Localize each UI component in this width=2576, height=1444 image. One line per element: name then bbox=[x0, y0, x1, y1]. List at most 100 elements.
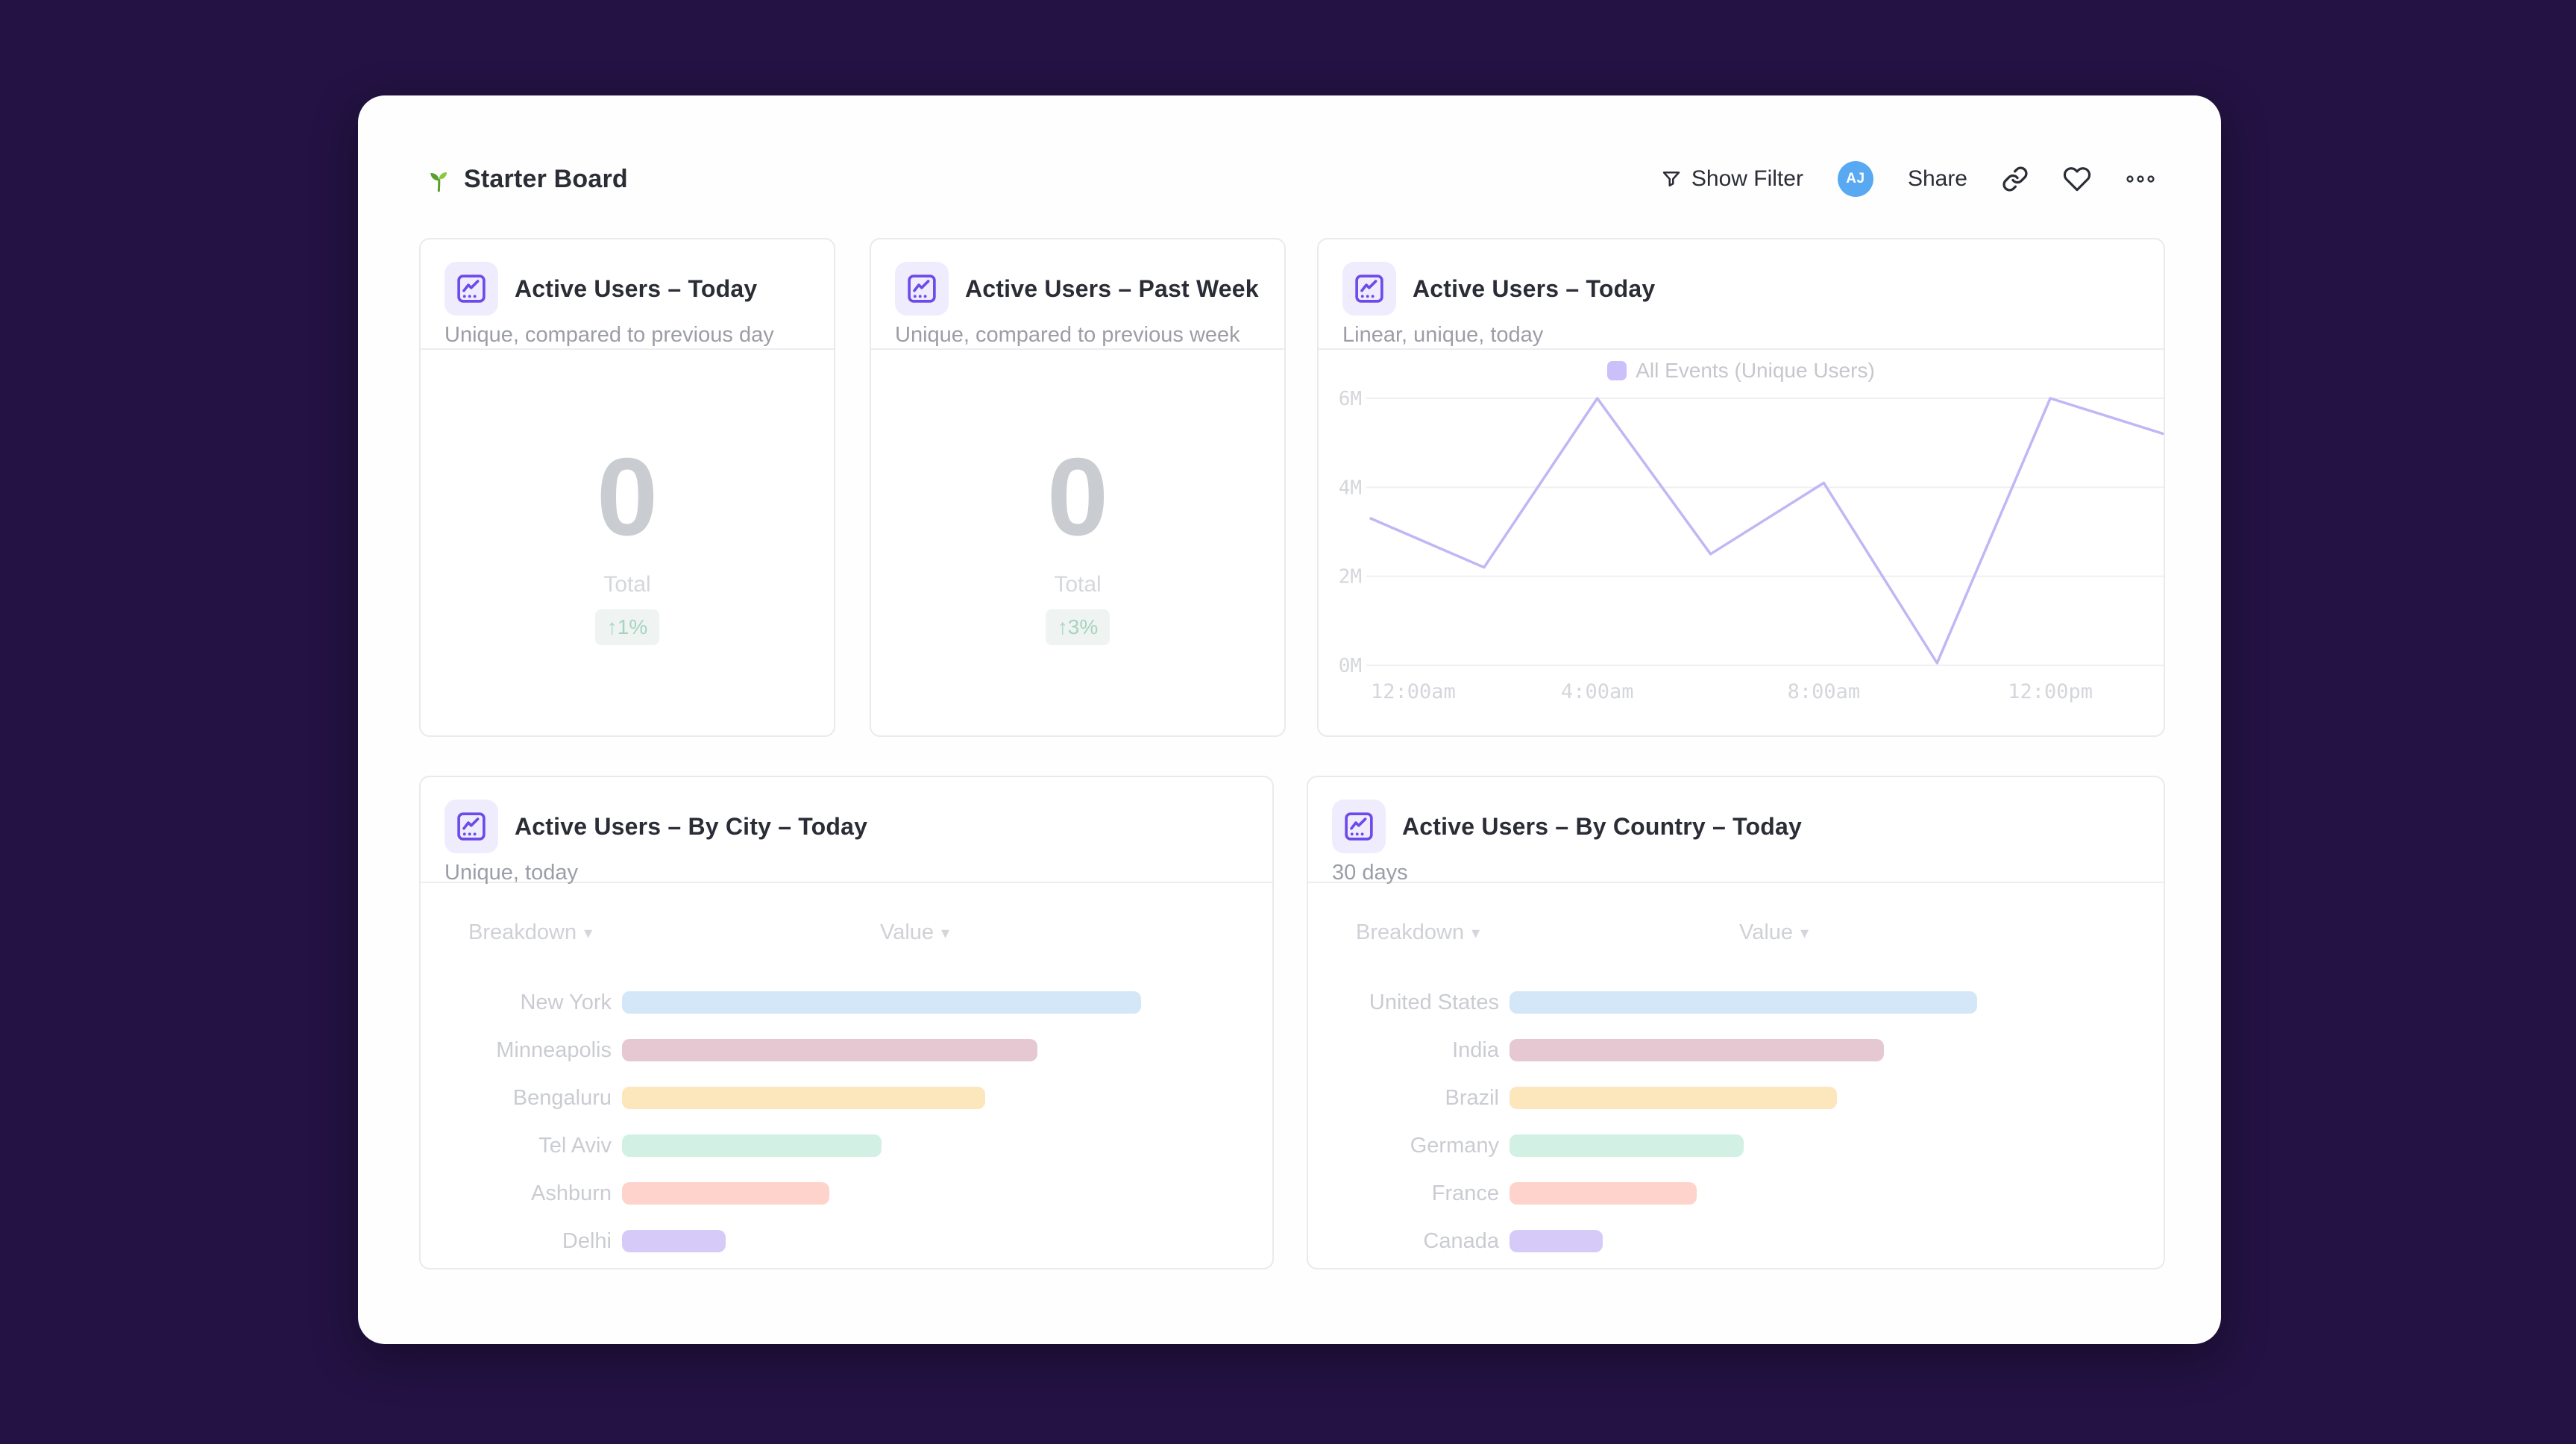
row-label: Germany bbox=[1410, 1133, 1499, 1158]
active-users-line-chart[interactable]: 0M 2M 4M 6M 12:00am 4:00am 8:00am 12:00pm bbox=[1319, 350, 2164, 734]
heart-icon bbox=[2063, 167, 2091, 192]
value-bar[interactable] bbox=[622, 991, 1141, 1014]
breakdown-column-label: Breakdown bbox=[1356, 920, 1465, 944]
value-bar[interactable] bbox=[622, 1039, 1037, 1061]
show-filter-button[interactable]: Show Filter bbox=[1660, 166, 1803, 192]
card-active-users-today-chart[interactable]: Active Users – Today Linear, unique, tod… bbox=[1317, 238, 2165, 737]
card-subtitle: Unique, today bbox=[444, 861, 578, 885]
value-bar[interactable] bbox=[1510, 1230, 1603, 1252]
svg-text:4:00am: 4:00am bbox=[1561, 680, 1634, 703]
value-bar[interactable] bbox=[1510, 991, 1977, 1014]
board-header: Starter Board Show Filter AJ Share bbox=[424, 152, 2155, 206]
filter-icon bbox=[1662, 172, 1680, 186]
share-label: Share bbox=[1907, 166, 1967, 191]
sprout-icon bbox=[424, 164, 453, 194]
value-column-label: Value bbox=[1739, 920, 1794, 944]
line-chart-icon bbox=[895, 262, 949, 316]
line-chart-icon bbox=[1332, 800, 1386, 853]
chart-legend: All Events (Unique Users) bbox=[1319, 359, 2164, 383]
breakdown-column-header[interactable]: Breakdown ▾ bbox=[468, 920, 592, 945]
more-options-button[interactable] bbox=[2126, 170, 2155, 188]
board-title: Starter Board bbox=[464, 164, 628, 193]
card-header: Active Users – By City – Today Unique, t… bbox=[421, 777, 1272, 885]
share-button[interactable]: Share bbox=[1908, 166, 1967, 192]
show-filter-label: Show Filter bbox=[1691, 166, 1803, 191]
row-label: Bengaluru bbox=[512, 1085, 612, 1110]
line-chart-icon bbox=[444, 800, 498, 853]
favorite-button[interactable] bbox=[2063, 165, 2091, 193]
table-row[interactable]: Minneapolis bbox=[421, 1026, 1272, 1074]
svg-text:12:00am: 12:00am bbox=[1371, 680, 1456, 703]
delta-badge: ↑3% bbox=[1045, 609, 1110, 645]
table-row[interactable]: Ashburn bbox=[421, 1170, 1272, 1217]
card-subtitle: 30 days bbox=[1332, 861, 1408, 885]
link-icon bbox=[2002, 166, 2028, 192]
card-subtitle: Linear, unique, today bbox=[1342, 323, 1544, 347]
line-chart-area: All Events (Unique Users) 0M 2M 4M 6M 12:00a… bbox=[1319, 350, 2164, 737]
table-row[interactable]: Germany bbox=[1308, 1122, 2164, 1170]
table-row[interactable]: Brazil bbox=[1308, 1074, 2164, 1122]
card-subtitle: Unique, compared to previous week bbox=[895, 323, 1240, 347]
legend-swatch bbox=[1607, 361, 1627, 380]
card-header: Active Users – Today Unique, compared to… bbox=[421, 239, 834, 350]
card-active-users-past-week[interactable]: Active Users – Past Week Unique, compare… bbox=[870, 238, 1286, 737]
row-label: Canada bbox=[1423, 1228, 1499, 1253]
value-bar[interactable] bbox=[622, 1134, 882, 1157]
table-row[interactable]: India bbox=[1308, 1026, 2164, 1074]
board-title-group: Starter Board bbox=[424, 164, 628, 194]
card-title: Active Users – By City – Today bbox=[515, 812, 868, 840]
row-label: India bbox=[1452, 1038, 1499, 1062]
chevron-down-icon: ▾ bbox=[1800, 923, 1809, 942]
card-header: Active Users – Past Week Unique, compare… bbox=[871, 239, 1284, 350]
table-row[interactable]: Canada bbox=[1308, 1217, 2164, 1265]
row-label: New York bbox=[520, 990, 612, 1014]
card-title: Active Users – Past Week bbox=[965, 274, 1259, 302]
value-bar[interactable] bbox=[1510, 1087, 1837, 1109]
svg-text:2M: 2M bbox=[1339, 566, 1362, 588]
chevron-down-icon: ▾ bbox=[941, 923, 950, 942]
value-bar[interactable] bbox=[1510, 1134, 1744, 1157]
table-row[interactable]: Tel Aviv bbox=[421, 1122, 1272, 1170]
metric-content: 0 Total ↑1% bbox=[421, 350, 834, 737]
card-header: Active Users – By Country – Today 30 day… bbox=[1308, 777, 2164, 885]
breakdown-table: Breakdown ▾ Value ▾ New York Minneapolis… bbox=[421, 883, 1272, 1268]
breakdown-table: Breakdown ▾ Value ▾ United States India … bbox=[1308, 883, 2164, 1268]
value-bar[interactable] bbox=[1510, 1039, 1884, 1061]
delta-badge: ↑1% bbox=[594, 609, 660, 645]
dashboard-panel: Starter Board Show Filter AJ Share bbox=[358, 95, 2221, 1344]
row-label: United States bbox=[1369, 990, 1499, 1014]
board-controls: Show Filter AJ Share bbox=[1660, 161, 2155, 197]
metric-content: 0 Total ↑3% bbox=[871, 350, 1284, 737]
card-header: Active Users – Today Linear, unique, tod… bbox=[1319, 239, 2164, 350]
copy-link-button[interactable] bbox=[2002, 166, 2029, 192]
card-subtitle: Unique, compared to previous day bbox=[444, 323, 774, 347]
svg-text:6M: 6M bbox=[1339, 388, 1362, 410]
value-bar[interactable] bbox=[622, 1182, 829, 1205]
svg-text:12:00pm: 12:00pm bbox=[2008, 680, 2093, 703]
value-column-header[interactable]: Value ▾ bbox=[880, 920, 949, 945]
metric-value: 0 bbox=[596, 435, 659, 559]
avatar[interactable]: AJ bbox=[1837, 161, 1873, 197]
card-active-users-today[interactable]: Active Users – Today Unique, compared to… bbox=[419, 238, 835, 737]
chevron-down-icon: ▾ bbox=[1471, 923, 1480, 942]
row-label: France bbox=[1431, 1181, 1499, 1205]
breakdown-column-header[interactable]: Breakdown ▾ bbox=[1356, 920, 1480, 945]
chevron-down-icon: ▾ bbox=[584, 923, 593, 942]
value-bar[interactable] bbox=[622, 1230, 726, 1252]
svg-text:4M: 4M bbox=[1339, 477, 1362, 499]
card-active-users-by-country[interactable]: Active Users – By Country – Today 30 day… bbox=[1307, 776, 2165, 1269]
ellipsis-icon bbox=[2126, 175, 2155, 183]
card-title: Active Users – Today bbox=[515, 274, 758, 302]
value-column-header[interactable]: Value ▾ bbox=[1739, 920, 1809, 945]
metric-value: 0 bbox=[1046, 435, 1109, 559]
value-bar[interactable] bbox=[622, 1087, 985, 1109]
row-label: Tel Aviv bbox=[538, 1133, 612, 1158]
value-bar[interactable] bbox=[1510, 1182, 1697, 1205]
value-column-label: Value bbox=[880, 920, 934, 944]
table-row[interactable]: United States bbox=[1308, 979, 2164, 1026]
table-row[interactable]: New York bbox=[421, 979, 1272, 1026]
card-active-users-by-city[interactable]: Active Users – By City – Today Unique, t… bbox=[419, 776, 1274, 1269]
table-row[interactable]: France bbox=[1308, 1170, 2164, 1217]
table-row[interactable]: Bengaluru bbox=[421, 1074, 1272, 1122]
table-row[interactable]: Delhi bbox=[421, 1217, 1272, 1265]
